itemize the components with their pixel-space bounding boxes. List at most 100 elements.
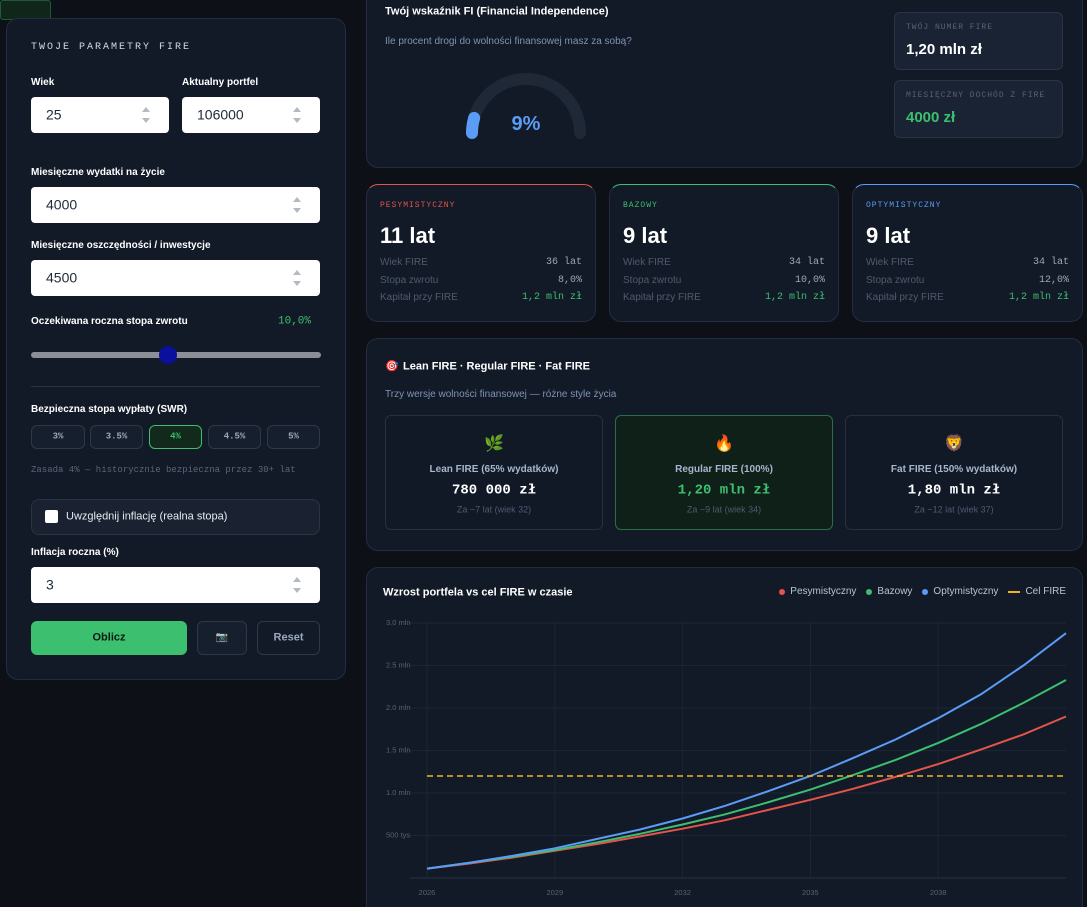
sidebar-title: TWOJE PARAMETRY FIRE	[31, 42, 192, 53]
button-label: Reset	[273, 631, 304, 644]
swr-option[interactable]	[149, 425, 202, 449]
scenario-row-value: 1,2 mln zł	[1008, 292, 1069, 303]
legend: Pesymistyczny Bazowy Optymistyczny Cel FIRE	[779, 586, 1066, 597]
fi-card-value: 4000 zł	[906, 109, 956, 126]
level-amount: 780 000 zł	[451, 482, 537, 499]
level-icon: 🦁	[944, 435, 964, 453]
input[interactable]	[31, 260, 320, 296]
fi-card-label: TWÓJ NUMER FIRE	[906, 23, 994, 33]
swr-option[interactable]	[31, 425, 85, 449]
scenario-row-label: Kapitał przy FIRE	[623, 292, 701, 303]
spinner[interactable]	[293, 577, 301, 593]
gauge-label: 9%	[511, 113, 541, 135]
checkbox[interactable]	[45, 510, 58, 523]
input[interactable]	[31, 97, 169, 133]
x-tick-label: 2035	[802, 888, 819, 897]
level-name: Lean FIRE (65% wydatków)	[429, 464, 559, 475]
badge-text: 10,0%	[277, 315, 312, 328]
scenario-card	[366, 184, 596, 322]
scenario-name: PESYMISTYCZNY	[380, 201, 456, 211]
level-icon: 🔥	[714, 435, 734, 453]
series-line	[426, 632, 1067, 870]
gauge-value	[466, 111, 481, 139]
input-value: 4500	[46, 269, 78, 286]
input[interactable]	[31, 567, 320, 603]
level-name: Regular FIRE (100%)	[675, 464, 773, 475]
scenario-row-label: Stopa zwrotu	[380, 274, 439, 286]
scenario-name: BAZOWY	[623, 201, 658, 211]
scenario-row-value: 10,0%	[794, 274, 825, 286]
x-tick-label: 2029	[546, 888, 563, 897]
swr-option[interactable]	[267, 425, 320, 449]
swr-option-label: 4.5%	[223, 431, 246, 442]
level-amount: 1,80 mln zł	[907, 482, 1001, 499]
legend-item: Pesymistyczny	[779, 586, 856, 597]
level-card	[845, 415, 1063, 530]
swr-note: Zasada 4% — historycznie bezpieczna prze…	[31, 465, 296, 475]
calculate-button[interactable]	[31, 621, 187, 655]
legend-dot	[922, 588, 929, 595]
legend-dot	[779, 588, 786, 595]
input-value: 4000	[46, 196, 78, 213]
input[interactable]	[182, 97, 320, 133]
legend-label: Optymistyczny	[933, 586, 999, 597]
spinner[interactable]	[293, 107, 301, 123]
series-line	[426, 679, 1067, 870]
fi-subtitle: Ile procent drogi do wolności finansowej…	[385, 36, 632, 47]
slider-thumb[interactable]	[159, 346, 177, 364]
gauge-track	[466, 73, 586, 139]
swr-option-label: 4%	[170, 431, 181, 442]
scenario-row-value: 8,0%	[557, 274, 582, 286]
scenario-row-label: Wiek FIRE	[380, 257, 428, 268]
spinner[interactable]	[142, 107, 150, 123]
toggle-label: Uwzględnij inflację (realna stopa)	[66, 510, 228, 523]
spinner[interactable]	[293, 197, 301, 213]
swr-option-label: 3%	[52, 431, 64, 442]
scenario-row-value: 1,2 mln zł	[764, 292, 825, 303]
scenario-name: OPTYMISTYCZNY	[866, 201, 942, 211]
legend-label: Cel FIRE	[1025, 586, 1066, 597]
y-tick-label: 500 tys	[386, 830, 410, 839]
input-value: 3	[46, 576, 54, 593]
divider	[31, 386, 320, 387]
scenario-row-value: 12,0%	[1038, 274, 1069, 286]
chart-title: Wzrost portfela vs cel FIRE w czasie	[383, 586, 573, 599]
legend-dash	[1008, 590, 1021, 593]
scenario-years: 9 lat	[866, 222, 911, 248]
x-tick-label: 2038	[930, 888, 947, 897]
scenario-row-label: Stopa zwrotu	[866, 274, 925, 286]
scenario-row-label: Kapitał przy FIRE	[866, 292, 944, 303]
level-name: Fat FIRE (150% wydatków)	[890, 464, 1018, 475]
y-tick-label: 2.0 mln	[386, 703, 411, 712]
field-label: Oczekiwana roczna stopa zwrotu	[31, 316, 188, 327]
scenario-card	[609, 184, 839, 322]
level-note: Za ~9 lat (wiek 34)	[686, 504, 762, 515]
fi-card-value: 1,20 mln zł	[906, 41, 982, 58]
swr-option[interactable]	[208, 425, 261, 449]
level-card	[385, 415, 603, 530]
swr-option-label: 5%	[288, 431, 299, 442]
field-label: Bezpieczna stopa wypłaty (SWR)	[31, 404, 188, 415]
y-tick-label: 1.5 mln	[386, 745, 411, 754]
legend-item: Bazowy	[866, 586, 912, 597]
levels-subtitle: Trzy wersje wolności finansowej — różne …	[385, 389, 617, 400]
scenario-row-label: Wiek FIRE	[623, 257, 671, 268]
field-label: Wiek	[31, 77, 55, 88]
y-tick-label: 2.5 mln	[386, 660, 411, 669]
legend-label: Bazowy	[877, 586, 913, 597]
field-label: Aktualny portfel	[182, 77, 259, 88]
input-value: 25	[46, 106, 62, 123]
legend-label: Pesymistyczny	[790, 586, 857, 597]
reset-button[interactable]	[257, 621, 320, 655]
fi-card-label: MIESIĘCZNY DOCHÓD Z FIRE	[906, 91, 1046, 101]
swr-option[interactable]	[90, 425, 143, 449]
input[interactable]	[31, 187, 320, 223]
inflation-toggle[interactable]	[31, 499, 320, 535]
spinner[interactable]	[293, 270, 301, 286]
scenario-row-value: 36 lat	[545, 257, 582, 268]
screenshot-button[interactable]	[197, 621, 247, 655]
scenario-row-label: Wiek FIRE	[866, 257, 914, 268]
scenario-years: 9 lat	[623, 222, 668, 248]
input-value: 106000	[197, 106, 244, 123]
